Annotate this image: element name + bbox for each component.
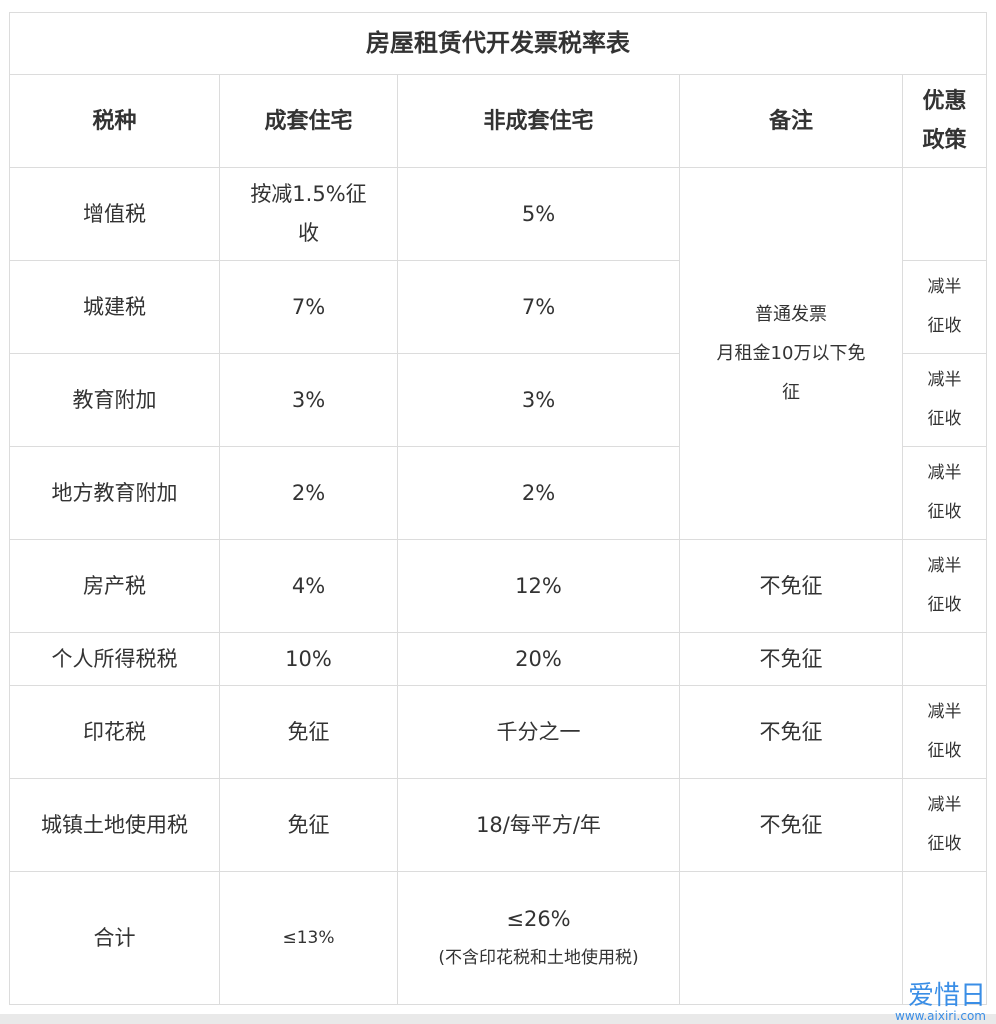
cell-note: 不免征	[679, 632, 903, 686]
cell-complete: 3%	[219, 353, 398, 447]
cell-incomplete: 千分之一	[397, 685, 680, 779]
cell-incomplete: 7%	[397, 260, 680, 354]
cell-merged-note: 普通发票 月租金10万以下免征	[679, 167, 903, 540]
cell-tax: 地方教育附加	[9, 446, 220, 540]
total-incomplete: ≤26%	[506, 906, 571, 931]
tax-rate-table: 房屋租赁代开发票税率表 税种 成套住宅 非成套住宅 备注 优惠政策 增值税 按减…	[8, 12, 988, 1005]
cell-complete: 4%	[219, 539, 398, 633]
cell-preferential	[901, 632, 988, 686]
cell-incomplete: 5%	[397, 167, 680, 261]
header-row: 税种 成套住宅 非成套住宅 备注 优惠政策	[9, 74, 988, 168]
cell-preferential: 减半征收	[901, 778, 988, 872]
total-label: 合计	[9, 871, 220, 1005]
cell-tax: 增值税	[9, 167, 220, 261]
merged-note-line1: 普通发票	[755, 304, 827, 325]
cell-complete: 按减1.5%征收	[219, 167, 398, 261]
cell-tax: 城镇土地使用税	[9, 778, 220, 872]
table-row: 个人所得税税 10% 20% 不免征	[9, 632, 988, 686]
cell-preferential: 减半征收	[901, 539, 988, 633]
cell-incomplete: 20%	[397, 632, 680, 686]
header-note: 备注	[679, 74, 903, 168]
total-complete: ≤13%	[219, 871, 398, 1005]
table-title: 房屋租赁代开发票税率表	[8, 12, 988, 75]
cell-incomplete: 12%	[397, 539, 680, 633]
total-incomplete-cell: ≤26% (不含印花税和土地使用税)	[397, 871, 680, 1005]
cell-preferential: 减半征收	[901, 260, 988, 354]
table-row: 增值税 按减1.5%征收 5% 普通发票 月租金10万以下免征	[9, 167, 988, 540]
cell-preferential: 减半征收	[901, 685, 988, 779]
cell-complete: 免征	[219, 778, 398, 872]
header-preferential: 优惠政策	[901, 74, 988, 168]
total-note	[679, 871, 903, 1005]
table-row: 房产税 4% 12% 不免征 减半征收	[9, 539, 988, 633]
cell-note: 不免征	[679, 778, 903, 872]
cell-note: 不免征	[679, 685, 903, 779]
cell-preferential: 减半征收	[901, 446, 988, 540]
cell-incomplete: 18/每平方/年	[397, 778, 680, 872]
cell-tax: 房产税	[9, 539, 220, 633]
cell-note: 不免征	[679, 539, 903, 633]
table-row: 印花税 免征 千分之一 不免征 减半征收	[9, 685, 988, 779]
header-incomplete: 非成套住宅	[397, 74, 680, 168]
total-row: 合计 ≤13% ≤26% (不含印花税和土地使用税)	[9, 871, 988, 1005]
header-tax: 税种	[9, 74, 220, 168]
cell-preferential	[901, 167, 988, 261]
merged-note-line2: 月租金10万以下免征	[716, 343, 866, 403]
watermark-url: www.aixiri.com	[895, 1009, 986, 1023]
table-row: 城镇土地使用税 免征 18/每平方/年 不免征 减半征收	[9, 778, 988, 872]
cell-incomplete: 2%	[397, 446, 680, 540]
total-preferential	[901, 871, 988, 1005]
cell-preferential: 减半征收	[901, 353, 988, 447]
cell-tax: 个人所得税税	[9, 632, 220, 686]
cell-tax: 城建税	[9, 260, 220, 354]
header-complete: 成套住宅	[219, 74, 398, 168]
watermark-logo: 爱惜日 www.aixiri.com	[895, 982, 986, 1022]
bottom-strip	[0, 1014, 996, 1024]
cell-complete: 7%	[219, 260, 398, 354]
cell-complete: 10%	[219, 632, 398, 686]
cell-complete: 免征	[219, 685, 398, 779]
cell-incomplete: 3%	[397, 353, 680, 447]
cell-complete: 2%	[219, 446, 398, 540]
cell-tax: 印花税	[9, 685, 220, 779]
cell-tax: 教育附加	[9, 353, 220, 447]
watermark-text: 爱惜日	[907, 981, 986, 1011]
total-incomplete-note: (不含印花税和土地使用税)	[438, 947, 639, 968]
